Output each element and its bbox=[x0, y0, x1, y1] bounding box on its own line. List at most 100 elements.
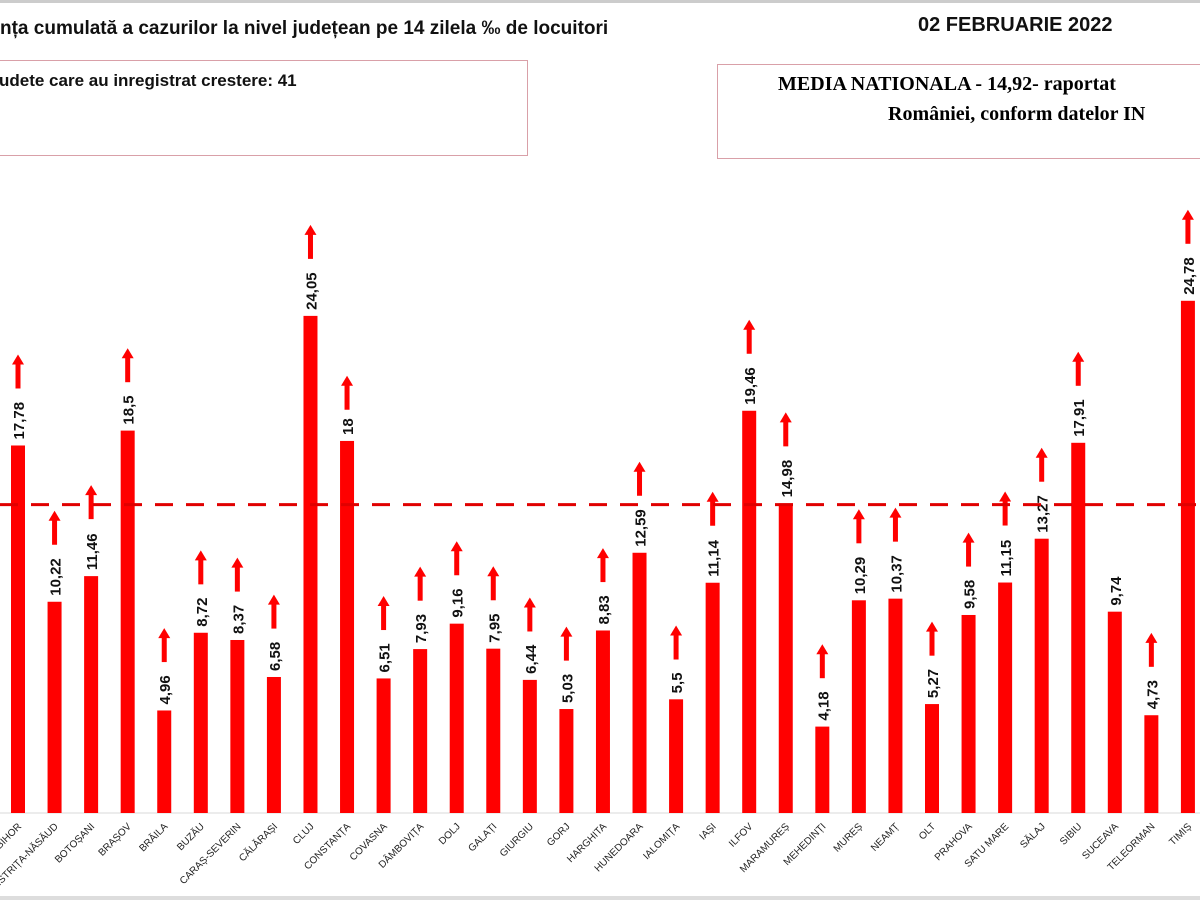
trend-arrow-shaft bbox=[1075, 360, 1081, 386]
trend-arrow-shaft bbox=[161, 637, 167, 663]
bar-hunedoara bbox=[632, 552, 647, 813]
bar-caraș-severin bbox=[230, 639, 245, 813]
category-label: DOLJ bbox=[437, 821, 463, 847]
bar-constanța bbox=[340, 440, 355, 813]
bar-mureș bbox=[851, 600, 866, 813]
trend-arrow-shaft bbox=[1002, 500, 1008, 526]
trend-up-arrow-icon bbox=[487, 566, 500, 577]
trend-up-arrow-icon bbox=[889, 507, 902, 518]
data-label: 7,93 bbox=[413, 614, 430, 643]
category-label: OLT bbox=[917, 821, 938, 842]
category-label: NEAMȚ bbox=[869, 821, 902, 854]
trend-arrow-shaft bbox=[710, 500, 716, 526]
trend-up-arrow-icon bbox=[596, 548, 609, 559]
bar-brașov bbox=[120, 430, 135, 813]
category-label: SĂLAJ bbox=[1017, 820, 1048, 851]
data-label: 11,46 bbox=[84, 533, 101, 570]
category-label: TIMIȘ bbox=[1167, 821, 1194, 848]
data-label: 8,37 bbox=[230, 605, 247, 634]
data-label: 8,72 bbox=[194, 598, 211, 627]
trend-arrow-shaft bbox=[417, 575, 423, 601]
trend-up-arrow-icon bbox=[999, 491, 1012, 502]
bar-bihor bbox=[11, 445, 25, 813]
data-label: 19,46 bbox=[742, 367, 759, 405]
bar-călărași bbox=[266, 676, 281, 813]
bar-olt bbox=[925, 704, 939, 813]
data-label: 11,15 bbox=[998, 540, 1015, 577]
bar-buzău bbox=[193, 632, 208, 813]
bar-timiș bbox=[1180, 300, 1195, 814]
trend-up-arrow-icon bbox=[450, 541, 463, 552]
bar-maramureș bbox=[778, 503, 793, 813]
trend-arrow-shaft bbox=[819, 653, 825, 679]
trend-up-arrow-icon bbox=[962, 532, 975, 543]
category-label: BOTOȘANI bbox=[53, 821, 97, 865]
trend-arrow-shaft bbox=[381, 605, 387, 631]
data-label: 18,5 bbox=[121, 395, 138, 424]
bar-neamț bbox=[888, 598, 903, 813]
trend-arrow-shaft bbox=[1185, 218, 1191, 244]
trend-up-arrow-icon bbox=[12, 354, 24, 365]
national-average-box: MEDIA NATIONALA - 14,92- raportat Români… bbox=[717, 64, 1200, 159]
chart-date: 02 FEBRUARIE 2022 bbox=[918, 14, 1113, 36]
bar-botoșani bbox=[84, 576, 99, 813]
trend-arrow-shaft bbox=[563, 635, 569, 661]
growth-count-text: udete care au inregistrat crestere: 41 bbox=[0, 71, 297, 90]
trend-up-arrow-icon bbox=[523, 597, 536, 608]
trend-up-arrow-icon bbox=[377, 596, 390, 607]
data-label: 6,51 bbox=[377, 643, 394, 672]
trend-arrow-shaft bbox=[15, 363, 21, 389]
bar-dolj bbox=[449, 623, 464, 813]
category-label: ILFOV bbox=[727, 821, 755, 849]
category-label: GALAȚI bbox=[466, 821, 499, 854]
category-label: BUZĂU bbox=[174, 820, 207, 853]
data-label: 7,95 bbox=[486, 613, 503, 642]
data-label: 9,74 bbox=[1108, 576, 1125, 606]
data-label: 4,96 bbox=[157, 675, 174, 704]
bar-ialomița bbox=[669, 699, 684, 813]
data-label: 9,16 bbox=[450, 588, 467, 617]
trend-up-arrow-icon bbox=[414, 566, 427, 577]
trend-arrow-shaft bbox=[271, 603, 277, 629]
chart-title: nța cumulată a cazurilor la nivel județe… bbox=[0, 18, 609, 39]
bar-bistrița-năsăud bbox=[47, 601, 62, 813]
trend-arrow-shaft bbox=[125, 357, 131, 383]
bar-teleorman bbox=[1144, 715, 1159, 813]
bar-cluj bbox=[303, 315, 318, 813]
category-label: CLUJ bbox=[291, 821, 316, 846]
data-label: 6,58 bbox=[267, 642, 284, 671]
category-label: BRAȘOV bbox=[97, 821, 134, 858]
bar-brăila bbox=[157, 710, 172, 813]
trend-arrow-shaft bbox=[929, 630, 935, 656]
trend-up-arrow-icon bbox=[779, 412, 792, 423]
trend-arrow-shaft bbox=[1039, 456, 1045, 482]
data-label: 4,18 bbox=[815, 691, 832, 720]
bar-satu mare bbox=[998, 582, 1013, 813]
data-label: 10,22 bbox=[48, 558, 65, 596]
national-average-line2: României, conform datelor IN bbox=[888, 103, 1146, 125]
trend-up-arrow-icon bbox=[816, 644, 829, 655]
trend-up-arrow-icon bbox=[743, 319, 756, 330]
trend-up-arrow-icon bbox=[670, 625, 683, 636]
trend-arrow-shaft bbox=[527, 606, 533, 632]
trend-up-arrow-icon bbox=[1181, 209, 1194, 220]
data-label: 11,14 bbox=[706, 539, 723, 576]
trend-up-arrow-icon bbox=[267, 594, 280, 605]
trend-arrow-shaft bbox=[892, 516, 898, 542]
data-label: 8,83 bbox=[596, 595, 613, 624]
trend-arrow-shaft bbox=[856, 518, 862, 544]
category-label: GIURGIU bbox=[498, 821, 536, 859]
trend-up-arrow-icon bbox=[926, 621, 938, 632]
trend-arrow-shaft bbox=[746, 328, 752, 354]
trend-up-arrow-icon bbox=[633, 461, 646, 472]
data-label: 5,27 bbox=[925, 669, 942, 698]
trend-up-arrow-icon bbox=[85, 485, 98, 496]
category-label: SIBIU bbox=[1058, 821, 1084, 847]
trend-arrow-shaft bbox=[637, 470, 643, 496]
data-label: 18 bbox=[340, 418, 357, 435]
bar-suceava bbox=[1107, 611, 1122, 813]
trend-up-arrow-icon bbox=[341, 375, 354, 386]
trend-arrow-shaft bbox=[234, 566, 240, 592]
growth-count-box: udete care au inregistrat crestere: 41 bbox=[0, 60, 528, 156]
bar-covasna bbox=[376, 678, 391, 813]
